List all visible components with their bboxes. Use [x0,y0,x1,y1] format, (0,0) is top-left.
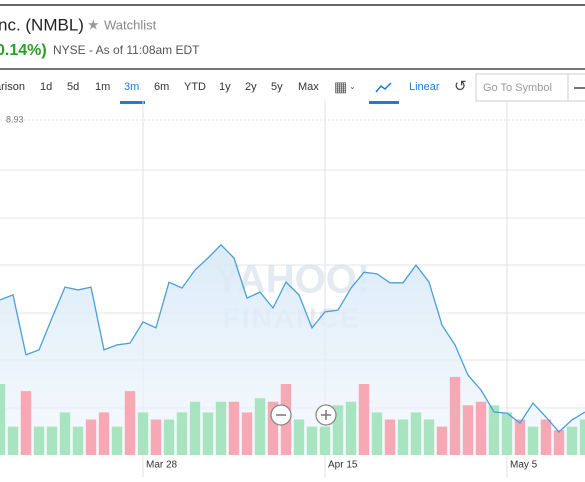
volume-bar [475,401,487,455]
range-button[interactable]: 2y [245,81,257,93]
x-tick-label: Apr 15 [328,460,358,471]
volume-bar [527,426,539,455]
volume-bar [176,412,188,455]
price-label: 8.93 [6,114,24,124]
volume-bar [306,426,318,455]
reset-icon[interactable]: ↺ [454,78,467,95]
volume-bar [566,426,578,455]
volume-bar [98,412,110,455]
volume-bar [514,419,526,455]
range-button[interactable]: 1y [219,81,231,93]
range-button[interactable]: YTD [184,81,206,93]
toolbar: arison 1d 5d 1m 3m 6m YTD 1y 2y 5y Max [0,81,319,104]
volume-bar [150,419,162,455]
volume-bar [202,412,214,455]
volume-bar [20,391,32,455]
volume-bar [462,405,474,455]
volume-bar [579,419,585,455]
volume-bar [384,419,396,455]
volume-bar [397,419,409,455]
volume-bar [423,419,435,455]
volume-bar [371,412,383,455]
volume-bar [501,412,513,455]
volume-bar [124,391,136,455]
active-underline [120,101,145,104]
range-button[interactable]: 3m [124,81,139,93]
range-button[interactable]: 1d [40,81,52,93]
scale-toggle[interactable]: Linear [409,81,440,93]
dropdown-caret[interactable]: ⌄ [349,82,356,91]
chart-type-underline [369,101,399,104]
volume-bar [59,412,71,455]
volume-bar [72,426,84,455]
volume-bar [137,412,149,455]
volume-bar [254,398,266,455]
x-tick-label: May 5 [510,460,538,471]
range-button[interactable]: 5y [271,81,283,93]
volume-bar [33,426,45,455]
watchlist[interactable]: Watchlist [104,17,157,32]
range-button[interactable]: Max [298,81,319,93]
exchange: NYSE - As of 11:08am EDT [53,43,200,57]
chart-type-icon[interactable] [375,82,392,93]
volume-bar [410,412,422,455]
price-line [0,243,585,433]
volume-bar [228,401,240,455]
volume-bar [345,401,357,455]
calendar-icon[interactable]: ▦ [334,79,347,95]
volume-bar [46,426,58,455]
search-placeholder: Go To Symbol [483,82,552,94]
volume-bar [215,401,227,455]
volume-bar [449,376,461,455]
title: nc. (NMBL) [0,15,84,34]
volume-bar [293,419,305,455]
star-icon[interactable]: ★ [87,17,100,33]
volume-bar [488,405,500,455]
volume-bar [189,401,201,455]
x-tick-label: Mar 28 [146,460,178,471]
volume-bar [163,419,175,455]
area [0,244,585,455]
volume-bar [540,419,552,455]
range-button[interactable]: 1m [95,81,110,93]
volume-bar [332,405,344,455]
range-button[interactable]: arison [0,81,25,93]
volume-bar [7,426,19,455]
volume-bar [111,426,123,455]
volume-bar [358,384,370,455]
volume-bar [553,430,565,455]
range-button[interactable]: 5d [67,81,79,93]
volume-bar [267,401,279,455]
volume-bar [0,384,6,455]
volume-bar [436,426,448,455]
volume-bar [319,426,331,455]
volume-bar [85,419,97,455]
range-button[interactable]: 6m [154,81,169,93]
change: 0.14%) [0,42,47,59]
volume-bar [241,412,253,455]
